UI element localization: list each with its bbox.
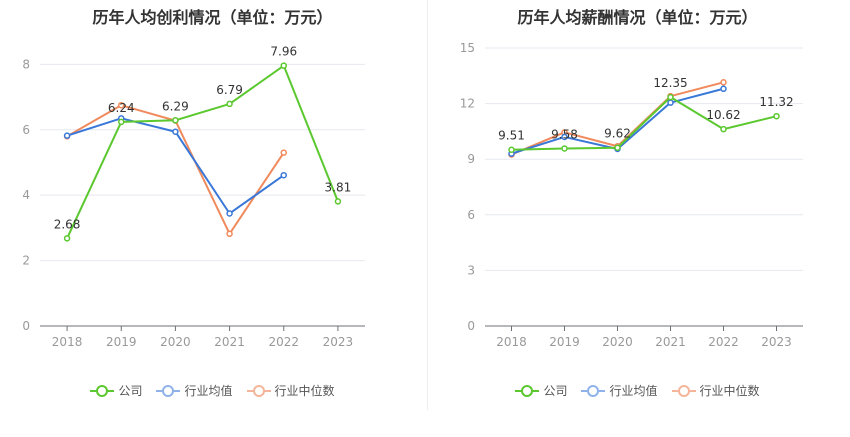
data-point	[667, 99, 674, 106]
data-point	[720, 125, 727, 133]
series-line	[511, 96, 777, 151]
legend-item-industry-average[interactable]: 行业均值	[156, 382, 233, 399]
data-label: 9.51	[498, 129, 525, 143]
data-point	[561, 145, 568, 152]
y-tick-label: 0	[467, 319, 475, 333]
x-tick-label: 2019	[106, 335, 137, 349]
x-tick-label: 2020	[602, 335, 633, 349]
data-label: 3.81	[325, 180, 352, 194]
data-point	[172, 117, 179, 124]
legend-label: 行业中位数	[274, 384, 335, 398]
y-tick-label: 8	[22, 57, 30, 71]
legend-item-company[interactable]: 公司	[515, 382, 567, 399]
legend-marker-icon	[581, 384, 606, 398]
x-tick-label: 2018	[52, 335, 83, 349]
y-tick-label: 3	[467, 263, 475, 277]
data-point	[280, 149, 287, 156]
profit-chart-panel: 历年人均创利情况（单位：万元） 0 2 4 6 8 2018 2019 2020 2021 202…	[0, 8, 425, 399]
data-point	[720, 85, 727, 93]
data-point	[280, 62, 287, 69]
data-point	[226, 230, 233, 238]
legend-label: 行业中位数	[699, 384, 760, 398]
data-label: 11.32	[759, 95, 793, 109]
data-point	[226, 100, 233, 108]
x-tick-label: 2022	[268, 335, 299, 349]
x-tick-label: 2023	[761, 335, 792, 349]
legend-label: 公司	[543, 384, 568, 398]
data-label: 6.29	[162, 99, 189, 113]
data-point	[773, 112, 780, 120]
data-label: 10.62	[706, 108, 740, 122]
data-point	[63, 132, 71, 139]
data-label: 7.96	[270, 45, 297, 59]
legend-label: 行业均值	[609, 384, 658, 398]
data-point	[280, 171, 287, 179]
y-tick-label: 4	[22, 188, 30, 202]
legend-marker-icon	[246, 384, 271, 398]
legend-item-industry-median[interactable]: 行业中位数	[671, 382, 760, 399]
y-tick-label: 0	[22, 319, 30, 333]
legend-marker-icon	[671, 384, 696, 398]
x-tick-label: 2022	[708, 335, 739, 349]
panel-divider	[427, 0, 428, 410]
data-point	[118, 101, 125, 109]
salary-chart: 0 3 6 9 12 15 2018 2019 2020 2021 2022 2023 9.51 9.58…	[460, 41, 803, 349]
y-tick-label: 6	[22, 123, 30, 137]
legend-item-company[interactable]: 公司	[90, 382, 142, 399]
y-tick-label: 9	[467, 152, 475, 166]
salary-chart-panel: 历年人均薪酬情况（单位：万元） 0 3 6 9 12 15 2018 2019 2020 2021…	[425, 0, 850, 437]
x-tick-label: 2019	[549, 335, 580, 349]
profit-chart: 0 2 4 6 8 2018 2019 2020 2021 2022 2023 2.68 6.24 6.2…	[22, 45, 365, 349]
legend-marker-icon	[156, 384, 181, 398]
data-label: 12.35	[653, 76, 687, 90]
data-label: 9.62	[604, 127, 631, 141]
x-tick-label: 2023	[323, 335, 354, 349]
y-tick-label: 6	[467, 208, 475, 222]
x-tick-label: 2018	[496, 335, 527, 349]
legend-item-industry-median[interactable]: 行业中位数	[246, 382, 335, 399]
chart-legend: 公司 行业均值 行业中位数	[0, 382, 425, 399]
data-label: 6.79	[216, 83, 243, 97]
legend-item-industry-average[interactable]: 行业均值	[581, 382, 658, 399]
data-point	[226, 210, 233, 217]
chart-title: 历年人均创利情况（单位：万元）	[92, 8, 333, 27]
data-point	[614, 144, 621, 151]
data-label: 6.24	[108, 101, 135, 115]
data-label: 9.58	[551, 127, 578, 141]
x-tick-label: 2021	[655, 335, 686, 349]
legend-marker-icon	[90, 384, 115, 398]
x-tick-label: 2020	[160, 335, 191, 349]
y-tick-label: 2	[22, 254, 30, 268]
data-point	[508, 146, 515, 153]
y-tick-label: 12	[460, 97, 475, 111]
chart-title: 历年人均薪酬情况（单位：万元）	[517, 8, 758, 27]
data-point	[334, 198, 342, 205]
y-tick-label: 15	[460, 41, 475, 55]
legend-marker-icon	[515, 384, 540, 398]
data-point	[63, 235, 71, 242]
data-point	[118, 118, 125, 126]
chart-legend: 公司 行业均值 行业中位数	[425, 382, 850, 399]
data-label: 2.68	[54, 217, 81, 231]
legend-label: 公司	[118, 384, 143, 398]
data-point	[720, 79, 727, 86]
data-point	[561, 133, 568, 141]
x-tick-label: 2021	[214, 335, 245, 349]
legend-label: 行业均值	[184, 384, 233, 398]
data-point	[667, 93, 674, 101]
series-line	[66, 64, 339, 239]
data-point	[172, 128, 179, 135]
